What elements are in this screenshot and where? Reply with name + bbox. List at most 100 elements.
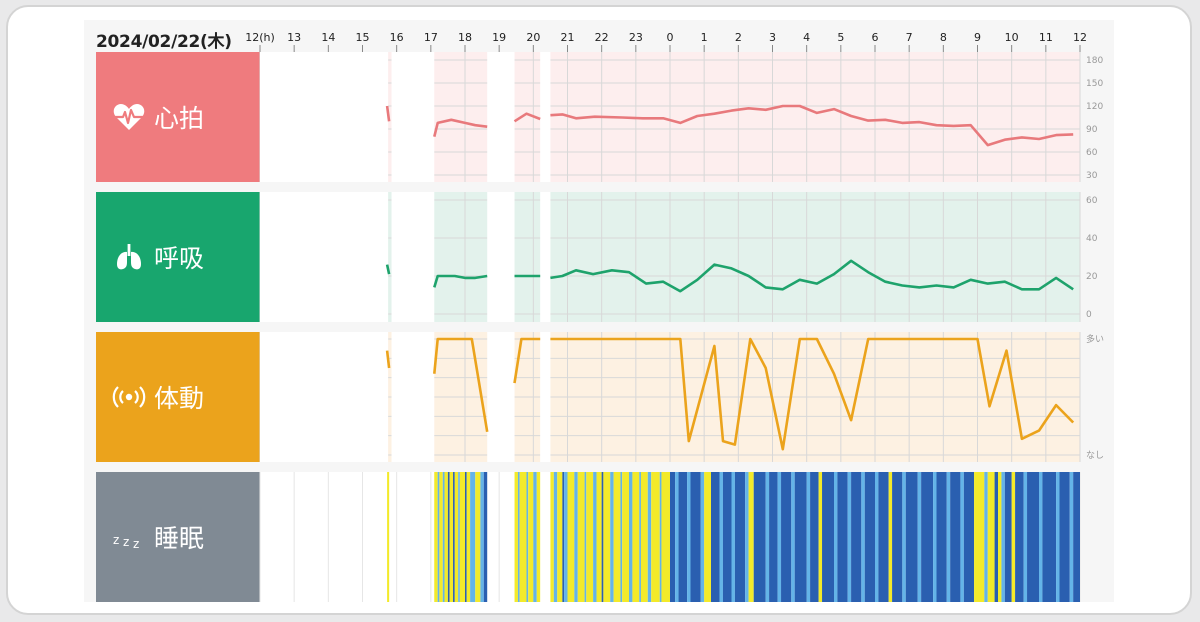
y-tick-label: なし <box>1086 450 1104 461</box>
sleep-segment <box>977 472 985 602</box>
row-label-motion: 体動 <box>96 332 260 462</box>
no-data-gap <box>391 332 435 462</box>
sleep-segment <box>670 472 676 602</box>
sleep-segment <box>557 472 563 602</box>
sleep-segment <box>936 472 947 602</box>
zzz-icon: z z z <box>112 522 146 552</box>
sleep-segment <box>731 472 735 602</box>
series-line-heart <box>513 112 541 123</box>
time-tick-label: 17 <box>424 31 438 44</box>
no-data-gap <box>540 332 551 462</box>
y-tick-label: 120 <box>1086 102 1103 112</box>
sleep-segment <box>466 472 471 602</box>
sleep-segment <box>711 472 720 602</box>
sleep-segment <box>483 472 488 602</box>
sleep-segment <box>519 472 527 602</box>
time-tick-label: 7 <box>906 31 913 44</box>
y-tick-label: 0 <box>1086 310 1092 320</box>
sleep-segment <box>700 472 705 602</box>
no-data-gap <box>391 52 435 182</box>
sleep-segment <box>459 472 465 602</box>
sleep-segment <box>675 472 679 602</box>
sleep-segment <box>769 472 778 602</box>
row-label-text: 心拍 <box>154 104 205 133</box>
time-tick-label: 12 <box>1073 31 1087 44</box>
heart-pulse-icon <box>112 102 146 132</box>
no-data-gap <box>540 52 551 182</box>
sleep-segment <box>791 472 795 602</box>
sleep-segment <box>470 472 476 602</box>
time-tick-label: 3 <box>769 31 776 44</box>
time-tick-label: 23 <box>629 31 643 44</box>
time-tick-label: 0 <box>667 31 674 44</box>
series-line-heart <box>433 118 488 138</box>
sleep-segment <box>453 472 455 602</box>
sleep-segment <box>661 472 670 602</box>
y-tick-label: 180 <box>1086 56 1103 66</box>
sleep-segment <box>1059 472 1070 602</box>
time-tick-label: 9 <box>974 31 981 44</box>
series-line-motion <box>433 337 489 433</box>
sleep-segment <box>847 472 852 602</box>
no-data-gap <box>260 192 389 322</box>
sleep-segment <box>987 472 995 602</box>
sleep-segment <box>888 472 893 602</box>
sleep-segment <box>765 472 770 602</box>
sleep-segment <box>875 472 879 602</box>
svg-text:z: z <box>133 537 139 551</box>
sleep-segment <box>447 472 450 602</box>
time-tick-label: 19 <box>492 31 506 44</box>
sleep-segment <box>533 472 537 602</box>
sleep-segment <box>1011 472 1016 602</box>
sleep-segment <box>640 472 648 602</box>
y-tick-label: 90 <box>1086 125 1098 135</box>
time-tick-label: 18 <box>458 31 472 44</box>
sleep-segment <box>753 472 766 602</box>
sleep-segment <box>1073 472 1080 602</box>
time-tick-label: 2 <box>735 31 742 44</box>
sleep-segment <box>822 472 834 602</box>
sleep-segment <box>1015 472 1024 602</box>
sleep-segment <box>651 472 660 602</box>
sleep-segment <box>905 472 918 602</box>
sleep-segment <box>562 472 565 602</box>
sleep-segment <box>528 472 534 602</box>
series-line-resp <box>385 264 391 275</box>
sleep-segment <box>963 472 975 602</box>
sleep-segment <box>536 472 541 602</box>
sleep-segment <box>946 472 951 602</box>
sleep-segment <box>514 472 518 602</box>
sleep-segment <box>722 472 732 602</box>
sleep-segment <box>810 472 819 602</box>
series-line-heart <box>550 104 1074 147</box>
time-tick-label: 12(h) <box>245 31 275 44</box>
no-data-gap <box>540 192 551 322</box>
no-data-gap <box>260 332 389 462</box>
time-tick-label: 14 <box>321 31 335 44</box>
sleep-segment <box>593 472 597 602</box>
time-tick-label: 13 <box>287 31 301 44</box>
sleep-segment <box>861 472 865 602</box>
time-tick-label: 8 <box>940 31 947 44</box>
sleep-segment <box>603 472 611 602</box>
time-tick-label: 16 <box>390 31 404 44</box>
sleep-segment <box>1069 472 1074 602</box>
time-tick-label: 15 <box>356 31 370 44</box>
series-line-motion <box>385 350 391 369</box>
sleep-segment <box>950 472 961 602</box>
sleep-segment <box>933 472 937 602</box>
sleep-segment <box>748 472 754 602</box>
sleep-segment <box>921 472 934 602</box>
row-label-text: 睡眠 <box>154 524 205 553</box>
lungs-icon <box>112 242 146 272</box>
sleep-segment <box>917 472 922 602</box>
sleep-segment <box>553 472 558 602</box>
sleep-segment <box>745 472 749 602</box>
sleep-segment <box>610 472 614 602</box>
sleep-segment <box>550 472 554 602</box>
sleep-segment <box>629 472 633 602</box>
sleep-segment <box>444 472 448 602</box>
y-tick-label: 60 <box>1086 148 1098 158</box>
row-label-heart: 心拍 <box>96 52 260 182</box>
sleep-segment <box>475 472 481 602</box>
